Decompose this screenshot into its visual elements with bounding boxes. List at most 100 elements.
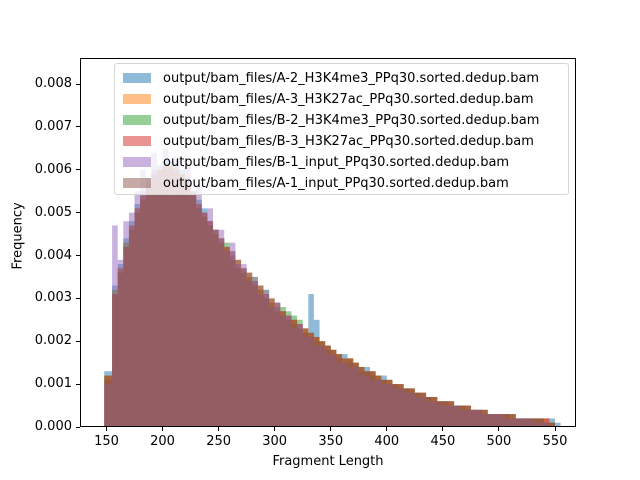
- histogram-bar: [173, 174, 180, 427]
- y-tick-label: 0.008: [34, 76, 72, 91]
- histogram-bar: [336, 358, 342, 427]
- histogram-bar: [420, 396, 427, 427]
- y-tick-label: 0.003: [34, 290, 72, 306]
- histogram-bar: [123, 246, 129, 427]
- y-tick-label: 0.006: [34, 161, 72, 177]
- histogram-bar: [196, 208, 202, 427]
- histogram-bar: [168, 169, 174, 427]
- legend-item: output/bam_files/A-3_H3K27ac_PPq30.sorte…: [123, 89, 534, 109]
- histogram-bar: [140, 199, 146, 427]
- histogram-bar: [476, 409, 483, 427]
- histogram-bar: [313, 341, 320, 427]
- histogram-bar: [128, 229, 135, 427]
- legend-label: output/bam_files/A-3_H3K27ac_PPq30.sorte…: [163, 91, 534, 107]
- histogram-bar: [308, 336, 314, 427]
- y-tick-label: 0.000: [34, 419, 72, 434]
- histogram-bar: [319, 345, 326, 427]
- histogram-bar: [235, 268, 242, 427]
- legend-item: output/bam_files/B-2_H3K4me3_PPq30.sorte…: [123, 110, 539, 130]
- x-tick-label: 550: [542, 434, 568, 449]
- histogram-bar: [358, 371, 365, 427]
- x-tick: [554, 427, 556, 431]
- histogram-bar: [207, 225, 214, 427]
- histogram-bar: [162, 169, 169, 427]
- histogram-bar: [521, 418, 527, 427]
- histogram-bar: [257, 294, 264, 427]
- histogram-bar: [353, 366, 359, 427]
- histogram-bar: [426, 396, 432, 427]
- histogram-bar: [134, 212, 141, 427]
- x-tick: [106, 427, 107, 431]
- histogram-series: [104, 169, 555, 427]
- histogram-bar: [269, 306, 275, 427]
- histogram-bar: [409, 392, 415, 427]
- y-tick: [76, 426, 80, 428]
- histogram-bar: [414, 392, 421, 427]
- histogram-bar: [543, 422, 550, 427]
- x-tick-label: 250: [206, 434, 232, 449]
- histogram-bar: [201, 216, 208, 427]
- histogram-bar: [381, 379, 387, 427]
- histogram-bar: [403, 388, 410, 427]
- x-tick-label: 200: [150, 434, 175, 449]
- y-tick-label: 0.001: [34, 376, 72, 392]
- histogram-bar: [515, 418, 522, 427]
- histogram-bar: [375, 379, 382, 427]
- y-tick: [76, 212, 80, 214]
- legend-item: output/bam_files/B-3_H3K27ac_PPq30.sorte…: [123, 131, 534, 151]
- histogram-bar: [229, 259, 236, 427]
- histogram-bar: [549, 422, 555, 427]
- histogram-bar: [347, 362, 354, 427]
- x-tick-label: 400: [374, 434, 400, 449]
- legend-label: output/bam_files/A-1_input_PPq30.sorted.…: [163, 175, 509, 191]
- histogram-bar: [442, 401, 449, 427]
- histogram-bar: [184, 186, 191, 427]
- y-tick-label: 0.002: [34, 333, 72, 349]
- histogram-bar: [330, 354, 337, 427]
- histogram-bar: [465, 409, 471, 427]
- histogram-bar: [213, 234, 219, 427]
- x-tick: [162, 427, 164, 431]
- histogram-bar: [280, 315, 286, 427]
- histogram-bar: [448, 405, 455, 427]
- histogram-bar: [431, 401, 438, 427]
- histogram-bar: [459, 405, 466, 427]
- legend-label: output/bam_files/B-1_input_PPq30.sorted.…: [163, 154, 510, 170]
- histogram-bar: [487, 414, 494, 427]
- x-tick: [498, 427, 500, 431]
- y-tick-label: 0.004: [34, 247, 72, 263]
- histogram-bar: [325, 349, 331, 427]
- histogram-bar: [291, 324, 298, 427]
- x-tick-label: 500: [486, 434, 512, 449]
- x-tick-label: 150: [94, 434, 119, 449]
- histogram-bar: [224, 251, 230, 427]
- histogram-bar: [341, 362, 348, 427]
- histogram-bar: [555, 422, 561, 427]
- legend-swatch: [123, 157, 151, 167]
- histogram-bar: [252, 285, 258, 427]
- x-tick: [442, 427, 444, 431]
- legend-item: output/bam_files/B-1_input_PPq30.sorted.…: [123, 152, 509, 172]
- histogram-bar: [364, 371, 370, 427]
- histogram-bar: [392, 384, 399, 427]
- legend-label: output/bam_files/B-3_H3K27ac_PPq30.sorte…: [163, 133, 534, 149]
- legend-label: output/bam_files/A-2_H3K4me3_PPq30.sorte…: [163, 70, 540, 86]
- y-tick-label: 0.007: [34, 118, 72, 134]
- y-axis-label: Frequency: [10, 202, 26, 270]
- y-tick: [76, 255, 80, 256]
- legend-swatch: [123, 115, 151, 125]
- histogram-bar: [218, 242, 225, 427]
- histogram-bar: [263, 298, 270, 427]
- x-tick: [218, 427, 220, 431]
- histogram-bar: [369, 375, 376, 427]
- y-tick: [76, 297, 80, 299]
- legend-item: output/bam_files/A-2_H3K4me3_PPq30.sorte…: [123, 68, 539, 88]
- y-tick: [76, 83, 80, 85]
- x-tick-label: 300: [262, 434, 288, 449]
- x-tick: [386, 427, 388, 431]
- histogram-bar: [246, 281, 253, 427]
- x-tick: [330, 427, 332, 431]
- y-tick: [76, 126, 80, 128]
